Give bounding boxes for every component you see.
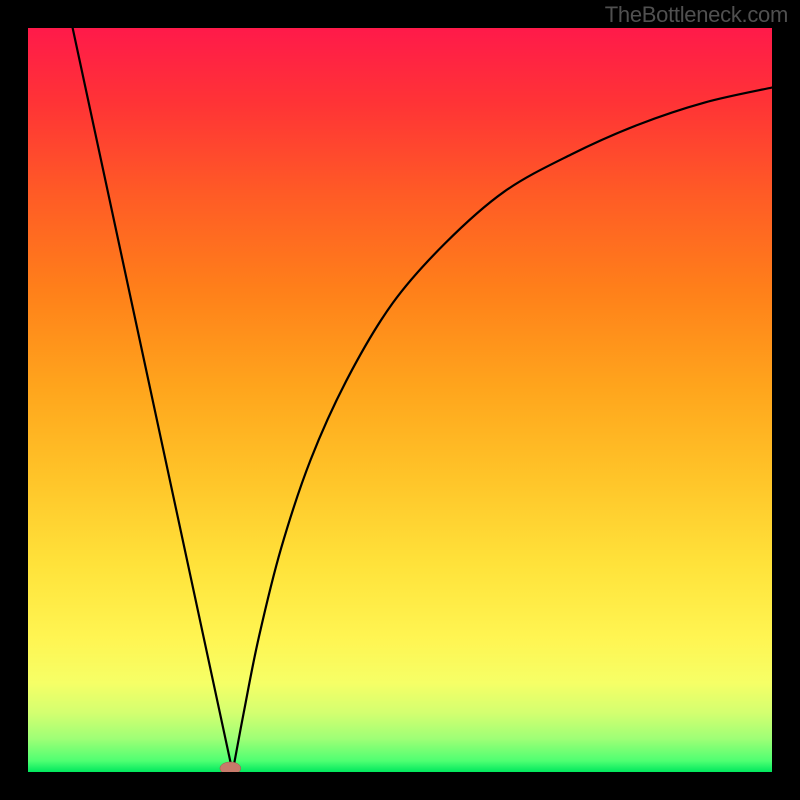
curve-layer: [28, 28, 772, 772]
chart-container: TheBottleneck.com: [0, 0, 800, 800]
optimal-point-marker: [220, 762, 241, 772]
bottleneck-curve: [73, 28, 772, 772]
plot-area: [28, 28, 772, 772]
watermark-text: TheBottleneck.com: [605, 2, 788, 28]
